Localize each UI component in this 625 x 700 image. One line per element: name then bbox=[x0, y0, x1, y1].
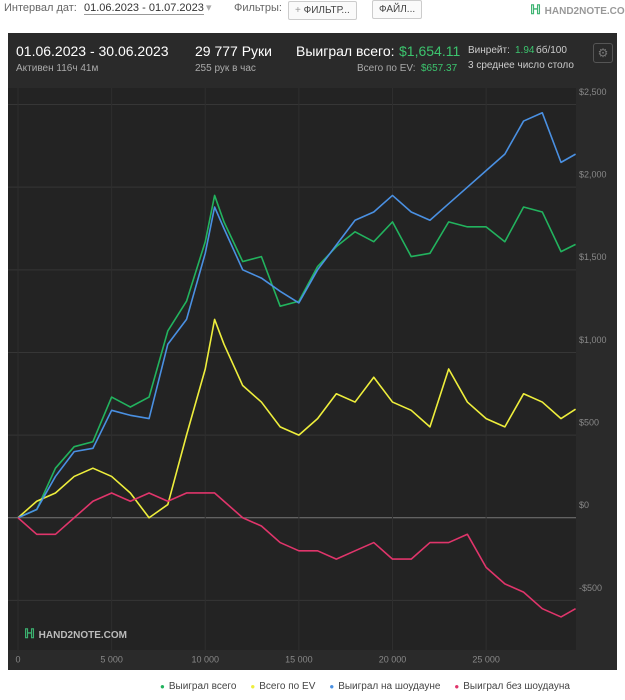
legend-item[interactable]: ● Выиграл на шоудауне bbox=[329, 681, 440, 692]
x-tick-label: 5 000 bbox=[100, 654, 123, 664]
plot-area bbox=[8, 88, 576, 650]
x-tick-label: 25 000 bbox=[472, 654, 500, 664]
filters-label: Фильтры: bbox=[234, 2, 282, 14]
legend-dot: ● bbox=[454, 682, 460, 691]
series-line bbox=[17, 111, 576, 519]
series-line bbox=[17, 492, 576, 618]
logo-text: HAND2NOTE.COM bbox=[544, 6, 625, 17]
x-tick-label: 20 000 bbox=[379, 654, 407, 664]
filter-button[interactable]: + ФИЛЬТР... bbox=[288, 0, 357, 20]
y-tick-label: $1,500 bbox=[579, 252, 607, 262]
legend: ● Выиграл всего ● Всего по EV ● Выиграл на шо… bbox=[160, 676, 584, 694]
legend-dot: ● bbox=[329, 682, 335, 691]
y-tick-label: $500 bbox=[579, 417, 599, 427]
x-tick-label: 10 000 bbox=[191, 654, 219, 664]
legend-dot: ● bbox=[250, 682, 256, 691]
date-range[interactable]: 01.06.2023 - 01.07.2023 bbox=[84, 2, 204, 15]
tables: 3 среднее число столо bbox=[468, 60, 574, 71]
legend-item[interactable]: ● Всего по EV bbox=[250, 681, 315, 692]
filter-button-text: ФИЛЬТР... bbox=[303, 5, 350, 16]
series-line bbox=[17, 318, 577, 519]
logo: ℍ HAND2NOTE.COM bbox=[530, 2, 625, 18]
active-time: Активен 116ч 41м bbox=[16, 63, 99, 74]
y-tick-label: $0 bbox=[579, 500, 589, 510]
legend-item[interactable]: ● Выиграл без шоудауна bbox=[454, 681, 570, 692]
file-button[interactable]: ФАЙЛ... bbox=[372, 0, 423, 19]
ev-label: Всего по EV: bbox=[357, 63, 416, 74]
period: 01.06.2023 - 30.06.2023 bbox=[16, 43, 169, 59]
won-label: Выиграл всего: bbox=[296, 43, 395, 59]
series-line bbox=[17, 194, 576, 519]
y-tick-label: $2,500 bbox=[579, 87, 607, 97]
winrate-value: 1.94 bbox=[515, 45, 535, 56]
legend-label: Выиграл всего bbox=[168, 681, 237, 692]
watermark-text: HAND2NOTE.COM bbox=[38, 630, 128, 641]
x-tick-label: 0 bbox=[15, 654, 20, 664]
legend-label: Выиграл без шоудауна bbox=[463, 681, 570, 692]
won-value: $1,654.11 bbox=[399, 43, 461, 59]
legend-label: Выиграл на шоудауне bbox=[338, 681, 441, 692]
hands: 29 777 Руки bbox=[195, 43, 272, 59]
winrate-label: Винрейт: bbox=[468, 45, 510, 56]
y-tick-label: $2,000 bbox=[579, 170, 607, 180]
hands-per-hour: 255 рук в час bbox=[195, 63, 256, 74]
ev-value: $657.37 bbox=[421, 63, 458, 74]
y-tick-label: -$500 bbox=[579, 583, 602, 593]
y-tick-label: $1,000 bbox=[579, 335, 607, 345]
dropdown-arrow[interactable]: ▾ bbox=[206, 2, 212, 14]
watermark: ℍ HAND2NOTE.COM bbox=[24, 626, 128, 641]
legend-label: Всего по EV bbox=[259, 681, 316, 692]
legend-item[interactable]: ● Выиграл всего bbox=[160, 681, 236, 692]
legend-dot: ● bbox=[160, 682, 165, 691]
settings-button[interactable]: ⚙ bbox=[593, 43, 613, 63]
x-tick-label: 15 000 bbox=[285, 654, 313, 664]
date-label: Интервал дат: bbox=[4, 2, 77, 14]
winrate-unit: бб/100 bbox=[536, 45, 567, 56]
